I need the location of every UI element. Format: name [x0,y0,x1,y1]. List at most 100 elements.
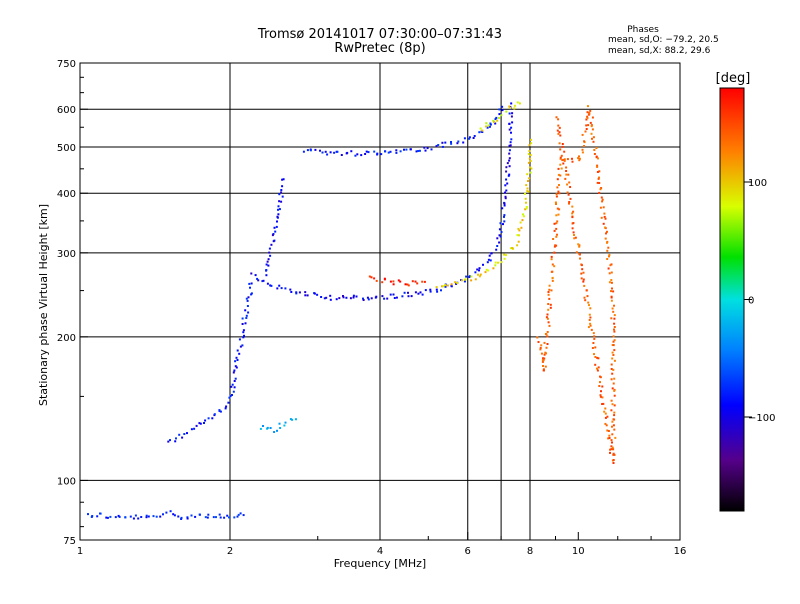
F-upper-O-point [450,142,453,145]
F-lower-O-point [463,280,466,283]
F-lower-O-point [503,204,506,207]
F-lower-X-point [527,190,530,193]
sparse-point [581,151,584,154]
sparse-point [587,326,590,329]
sparse-point [585,289,588,292]
sparse-point [575,251,578,254]
F-upper-O-point [319,149,321,152]
sparse-point [556,186,559,189]
F-lower-O-point [435,288,438,291]
F-lower-O-point [270,284,273,287]
sparse-point [569,197,572,200]
low-sporadic-point [228,516,230,519]
sparse-point [612,340,615,343]
sparse-point [595,155,598,158]
sparse-point [586,111,589,114]
low-F-rise-point [234,360,237,363]
F-upper-O-point [326,153,329,156]
sparse-point [587,301,590,304]
low-sporadic-point [180,516,183,519]
F-lower-O-point [498,241,501,244]
F-upper-O-point [494,122,497,125]
sparse-point [588,319,591,321]
red-band-point [406,283,409,286]
sparse-point [550,255,553,258]
sparse-point [591,128,594,131]
x-axis: 1 2 4 6 8 10 16 [77,532,686,557]
F-upper-O-point [472,137,475,139]
sparse-point [568,202,570,205]
sparse-point [551,279,554,282]
blob-130-point [289,418,292,421]
sparse-point [561,145,564,148]
cusp-point [267,264,270,267]
cusp-point [277,213,280,216]
low-sporadic-point [137,517,140,520]
F-lower-X-point [470,279,473,282]
cusp-point [274,230,277,233]
sparse-point [596,171,599,173]
x-tick-label: 2 [227,546,233,557]
F-lower-O-point [508,173,511,176]
sparse-point [600,196,603,199]
sparse-point [611,420,614,423]
sparse-point [610,317,613,320]
low-sporadic-point [140,516,143,518]
low-sporadic-point [155,515,158,518]
F-lower-X-point [527,161,530,164]
F-upper-O-point [345,152,348,155]
sparse-point [592,136,595,139]
red-band-point [383,277,386,280]
sparse-point [559,156,562,159]
sparse-point [599,188,602,191]
sparse-point [548,324,551,327]
blob-130-point [262,425,264,427]
sparse-point [604,422,607,425]
y-axis: 75 100 200 300 400 500 600 750 [57,59,88,547]
sparse-point [613,453,616,456]
sparse-point [604,237,607,240]
F-lower-O-point [342,295,344,297]
F-upper-X-point [492,119,495,122]
sparse-point [599,206,602,209]
sparse-point [608,253,611,256]
sparse-point [540,344,543,347]
sparse-point [606,241,608,244]
F-lower-X-point [503,253,506,256]
sparse-point [606,415,609,418]
sparse-point [613,394,616,397]
sparse-point [588,313,591,316]
F-lower-O-point [284,287,287,290]
sparse-point [567,193,570,196]
F-lower-O-point [511,112,514,115]
low-F-rise-point [219,410,222,413]
sparse-point [556,207,559,210]
sparse-point [607,267,610,270]
low-sporadic-point [219,516,222,519]
sparse-point [573,234,575,236]
sparse-point [604,407,607,410]
sparse-point [572,210,575,213]
F-lower-O-point [250,272,253,275]
low-F-rise-point [181,436,184,439]
sparse-point [560,154,563,157]
sparse-point [577,243,580,246]
sparse-point [542,368,545,371]
sparse-point [581,133,584,136]
red-band-point [368,275,371,278]
F-upper-O-point [478,131,481,134]
sparse-point [546,313,549,316]
F-lower-X-point [500,261,503,264]
F-lower-O-point [503,202,506,205]
sparse-point [553,245,556,248]
F-lower-O-point [503,215,505,218]
F-lower-O-point [320,296,323,298]
sparse-point [572,231,575,234]
F-lower-O-point [508,122,511,125]
sparse-point [562,162,565,165]
F-lower-O-point [256,277,259,280]
sparse-point [613,322,616,325]
F-lower-X-point [456,282,459,284]
F-upper-O-point [333,151,336,154]
F-lower-O-point [429,288,432,291]
